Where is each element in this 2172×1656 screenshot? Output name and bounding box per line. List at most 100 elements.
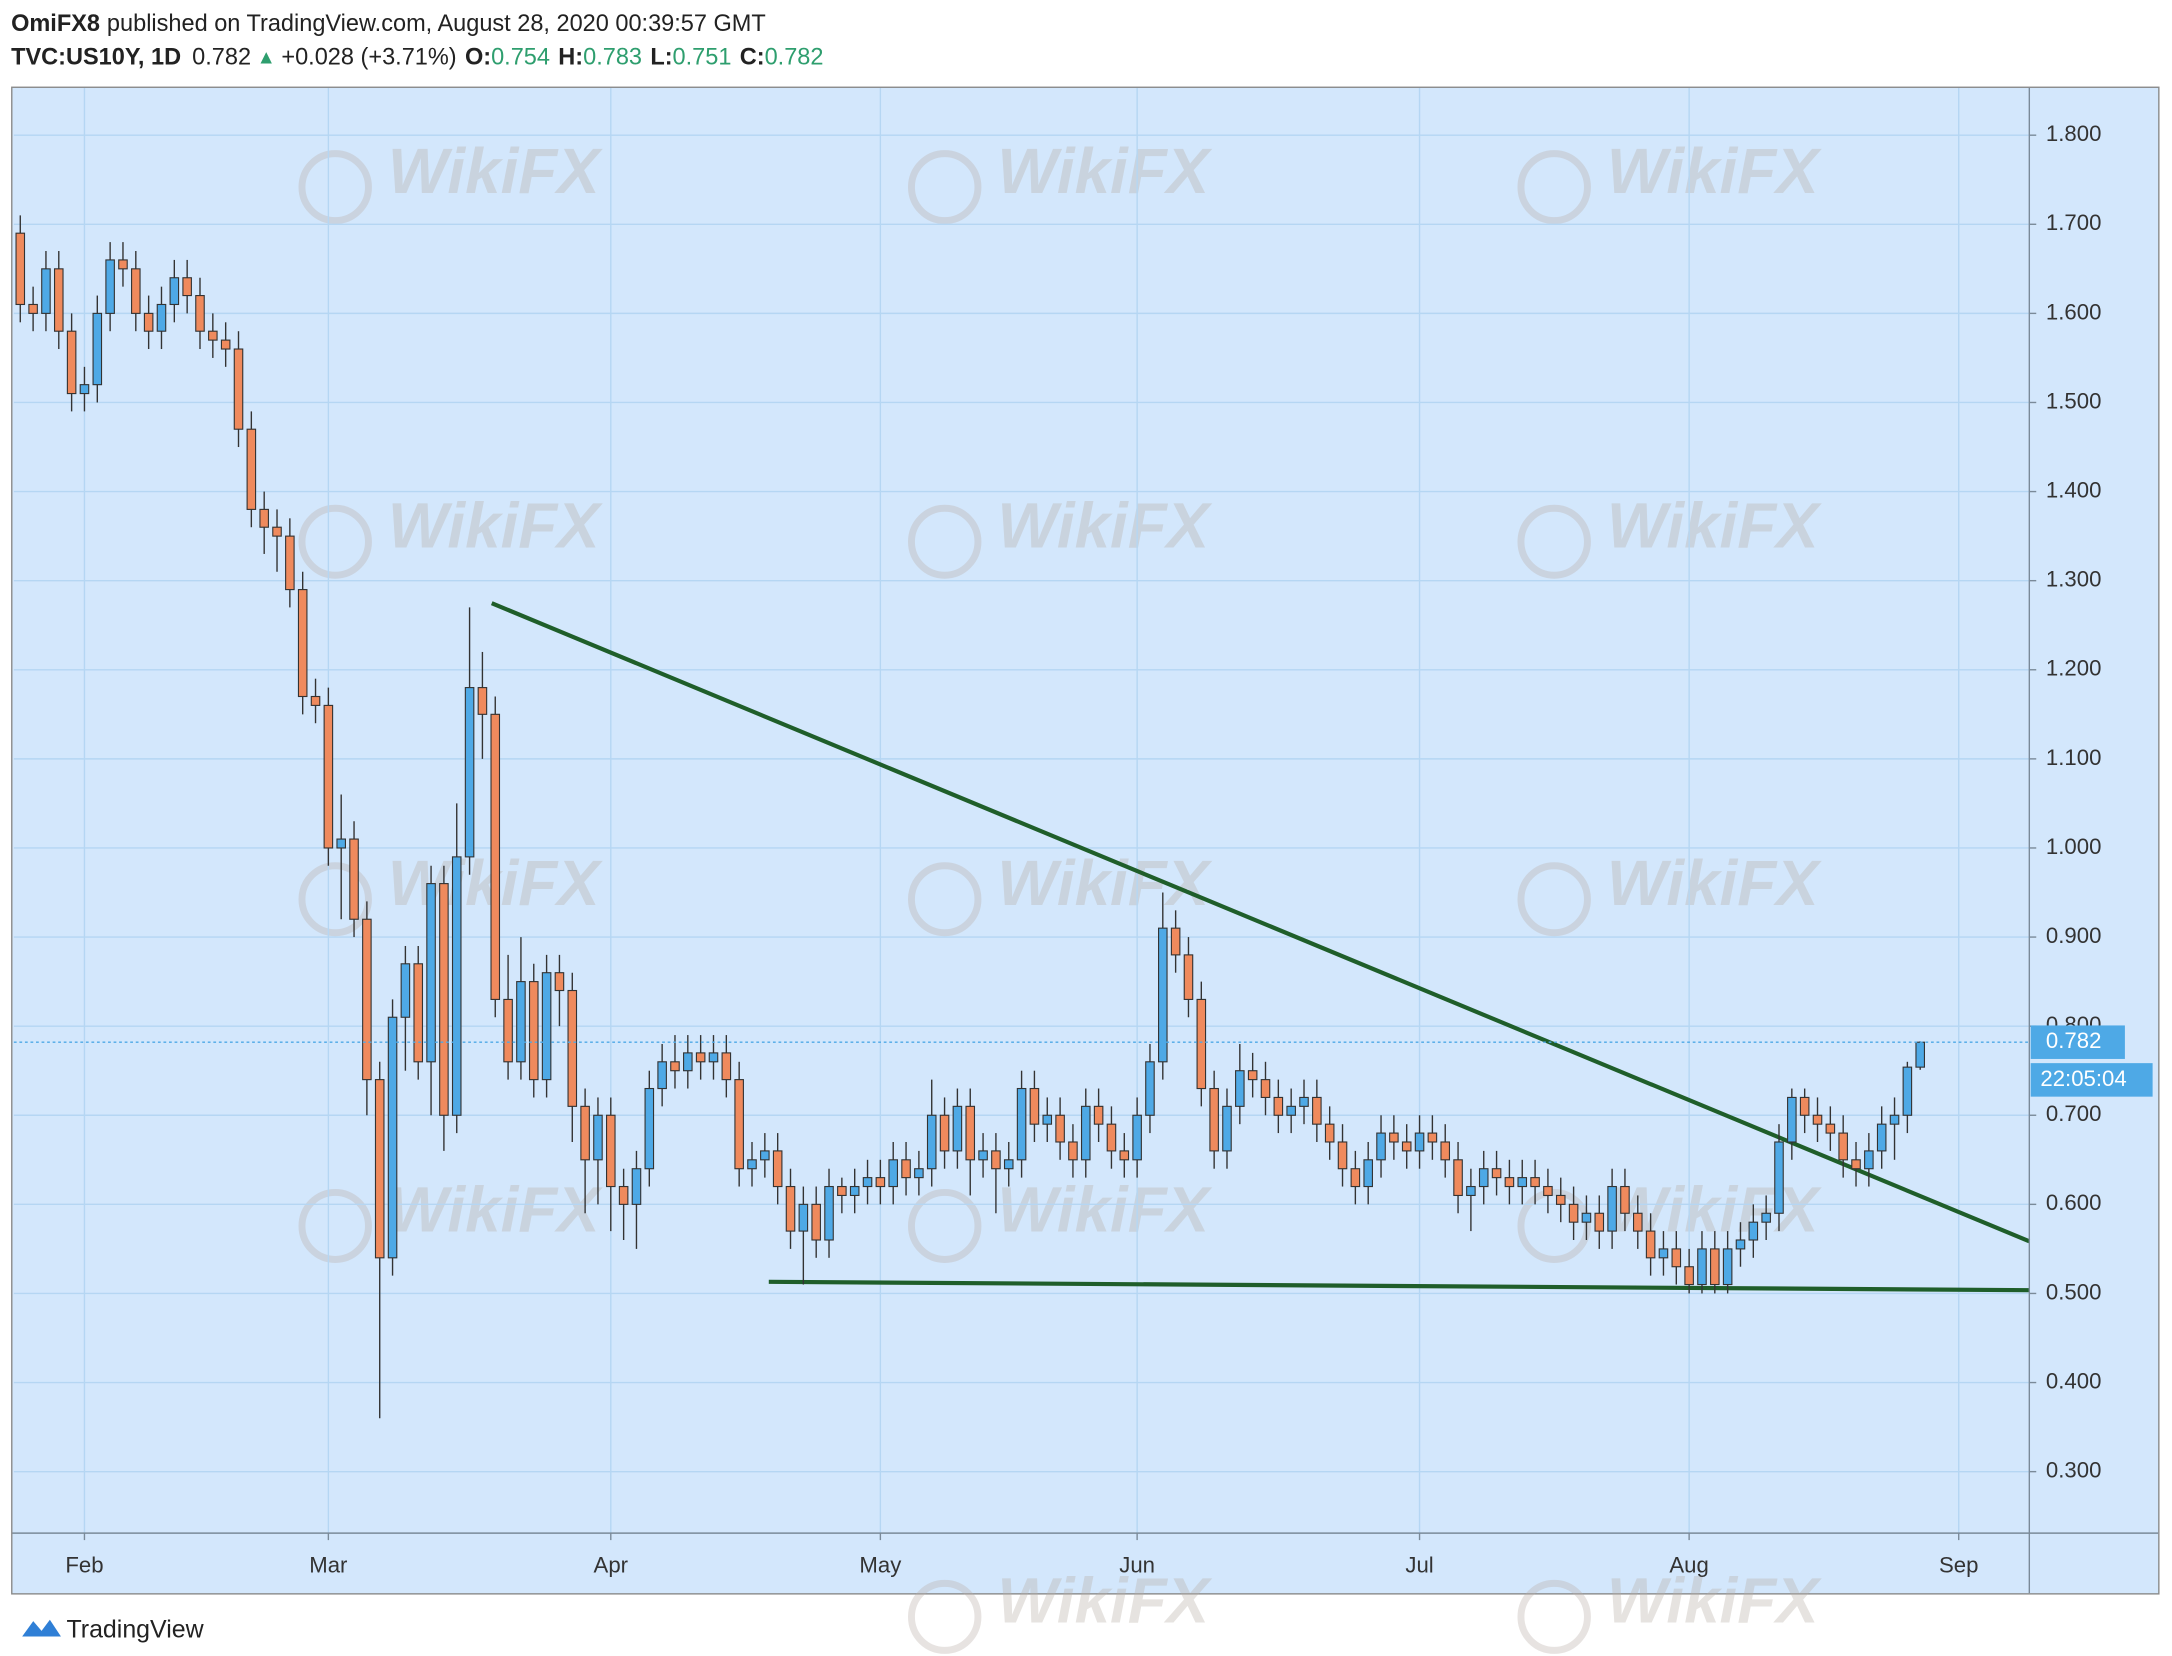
candle-body	[1389, 1132, 1399, 1143]
watermark-logo	[908, 1188, 982, 1263]
x-tick-label: Jun	[1119, 1552, 1155, 1577]
candle-body	[1376, 1132, 1386, 1161]
watermark: WikiFX	[1607, 1564, 1822, 1636]
candle-body	[785, 1185, 796, 1232]
candle-body	[1594, 1212, 1605, 1232]
candle-body	[464, 687, 475, 858]
candle-body	[1273, 1096, 1284, 1116]
plot-layer: WikiFX WikiFX WikiFX WikiFX WikiFX WikiFX Wiki…	[13, 87, 2153, 1654]
candle-body	[272, 526, 282, 537]
candle-body	[1735, 1239, 1746, 1250]
last-value: 0.782	[192, 45, 251, 71]
y-tick-label: 1.100	[2046, 745, 2101, 770]
ohlc-value: 0.782	[765, 45, 824, 71]
candle-body	[362, 918, 372, 1081]
candle-body	[1645, 1230, 1656, 1259]
ohlc-value: 0.783	[583, 45, 642, 71]
watermark: WikiFX	[388, 135, 603, 207]
candle-body	[1658, 1248, 1669, 1259]
watermark: WikiFX	[1607, 489, 1822, 561]
watermark-logo	[908, 150, 982, 225]
candle-body	[580, 1105, 590, 1161]
candle-body	[1337, 1141, 1348, 1170]
y-tick-label: 0.700	[2046, 1101, 2101, 1126]
y-tick-label: 0.600	[2046, 1190, 2101, 1215]
candle-body	[349, 838, 359, 920]
candle-body	[15, 232, 26, 306]
candle-body	[734, 1079, 744, 1170]
watermark: WikiFX	[997, 135, 1212, 207]
watermark: WikiFX	[1607, 847, 1822, 919]
candle-body	[1132, 1114, 1142, 1161]
candle-body	[1581, 1212, 1592, 1223]
ohlc-label: L:	[650, 45, 672, 71]
candle-body	[875, 1177, 886, 1188]
header-line: OmiFX8 published on TradingView.com, Augu…	[11, 11, 766, 37]
candle-body	[79, 384, 90, 395]
candle-body	[182, 277, 192, 297]
candle-body	[195, 295, 205, 332]
watermark: WikiFX	[388, 489, 603, 561]
candle-body	[1851, 1159, 1861, 1170]
watermark-logo	[298, 862, 372, 937]
candle-body	[978, 1150, 988, 1161]
candle-body	[695, 1052, 706, 1063]
candle-body	[811, 1203, 821, 1241]
candle-body	[1363, 1159, 1373, 1188]
candle-body	[1671, 1248, 1682, 1268]
candle-body	[143, 312, 154, 332]
y-tick-label: 1.800	[2046, 121, 2101, 146]
candle-body	[220, 339, 231, 350]
candle-body	[310, 695, 321, 706]
x-tick-label: Mar	[309, 1552, 348, 1577]
candle-body	[1864, 1150, 1874, 1170]
watermark: WikiFX	[997, 1564, 1212, 1636]
y-tick-label: 1.500	[2046, 388, 2101, 413]
ohlc-label: H:	[558, 45, 583, 71]
candle-body	[683, 1052, 693, 1072]
x-tick-label: May	[859, 1552, 902, 1577]
ohlc-value: 0.751	[673, 45, 732, 71]
x-tick-label: Jul	[1405, 1552, 1433, 1577]
candle-body	[53, 268, 64, 332]
candle-body	[1260, 1079, 1271, 1098]
watermark-logo	[908, 1579, 982, 1654]
x-tick-label: Sep	[1939, 1552, 1978, 1577]
candle-body	[554, 972, 565, 992]
candle-body	[1106, 1123, 1117, 1152]
ohlc-label: O:	[465, 45, 491, 71]
candle-body	[426, 883, 436, 1063]
candle-body	[952, 1105, 963, 1152]
candle-body	[156, 303, 167, 332]
y-tick-label: 1.700	[2046, 210, 2101, 235]
countdown-label: 22:05:04	[2040, 1066, 2126, 1091]
candle-body	[1055, 1114, 1065, 1143]
candle-body	[798, 1203, 809, 1232]
candle-body	[888, 1159, 899, 1188]
candle-body	[336, 838, 346, 849]
candle-body	[1568, 1203, 1579, 1223]
candle-body	[1825, 1123, 1836, 1134]
candle-body	[1876, 1123, 1887, 1152]
candle-body	[1478, 1168, 1489, 1188]
candle-body	[747, 1159, 757, 1170]
watermark-logo	[298, 504, 372, 579]
chart-frame	[11, 86, 2160, 1595]
y-tick-label: 1.300	[2046, 566, 2101, 591]
candle-body	[439, 883, 449, 1116]
candle-body	[939, 1114, 950, 1152]
candle-body	[92, 312, 103, 386]
last-price-label: 0.782	[2046, 1028, 2101, 1053]
watermark-logo	[1517, 504, 1591, 579]
candle-body	[233, 348, 244, 430]
candle-body	[1838, 1132, 1848, 1161]
watermark: WikiFX	[997, 1173, 1212, 1245]
candle-body	[1029, 1087, 1040, 1125]
candle-body	[285, 535, 295, 591]
candle-body	[516, 981, 526, 1063]
candle-body	[1504, 1177, 1515, 1188]
candle-body	[1235, 1070, 1245, 1107]
candle-body	[862, 1177, 873, 1188]
